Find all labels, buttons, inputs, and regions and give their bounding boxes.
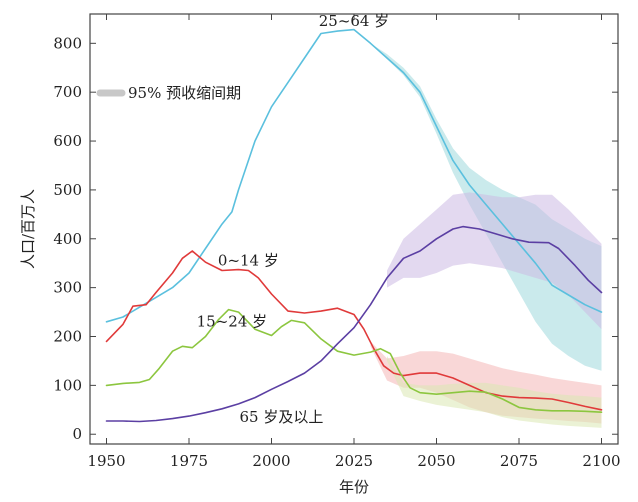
- x-axis-title: 年份: [339, 478, 369, 496]
- y-tick-label-400: 400: [53, 230, 82, 248]
- series-lines: [105, 28, 603, 423]
- series-labels: 25~64 岁 0~14 岁 15~24 岁 65 岁及以上: [197, 12, 390, 426]
- y-axis-title: 人口/百万人: [19, 189, 37, 269]
- y-tick-label-100: 100: [53, 376, 82, 394]
- legend-label: 95% 预收缩间期: [128, 84, 241, 102]
- y-tick-label-0: 0: [72, 425, 82, 443]
- line-series-2: [105, 250, 603, 411]
- y-tick-label-700: 700: [53, 83, 82, 101]
- x-tick-label-1950: 1950: [87, 452, 125, 470]
- x-tick-label-2000: 2000: [252, 452, 290, 470]
- y-tick-label-600: 600: [53, 132, 82, 150]
- y-tick-label-300: 300: [53, 279, 82, 297]
- line-series-3: [105, 308, 603, 413]
- line-series-4: [105, 225, 603, 423]
- x-tick-label-2025: 2025: [335, 452, 373, 470]
- series-label-4: 65 岁及以上: [239, 408, 323, 426]
- series-label-2: 0~14 岁: [218, 252, 279, 270]
- series-label-3: 15~24 岁: [197, 313, 268, 331]
- x-tick-label-1975: 1975: [170, 452, 208, 470]
- band-series-4: [387, 192, 602, 330]
- y-tick-label-500: 500: [53, 181, 82, 199]
- line-series-1: [105, 28, 603, 323]
- y-tick-label-800: 800: [53, 34, 82, 52]
- x-tick-label-2050: 2050: [417, 452, 455, 470]
- legend: 95% 预收缩间期: [96, 84, 241, 102]
- series-label-1: 25~64 岁: [319, 12, 390, 30]
- axis-ticks: 1950 1975 2000 2025 2050 2075 2100 0 100 200 300 40…: [53, 14, 621, 470]
- x-tick-label-2075: 2075: [500, 452, 538, 470]
- x-tick-label-2100: 2100: [582, 452, 620, 470]
- y-tick-label-200: 200: [53, 328, 82, 346]
